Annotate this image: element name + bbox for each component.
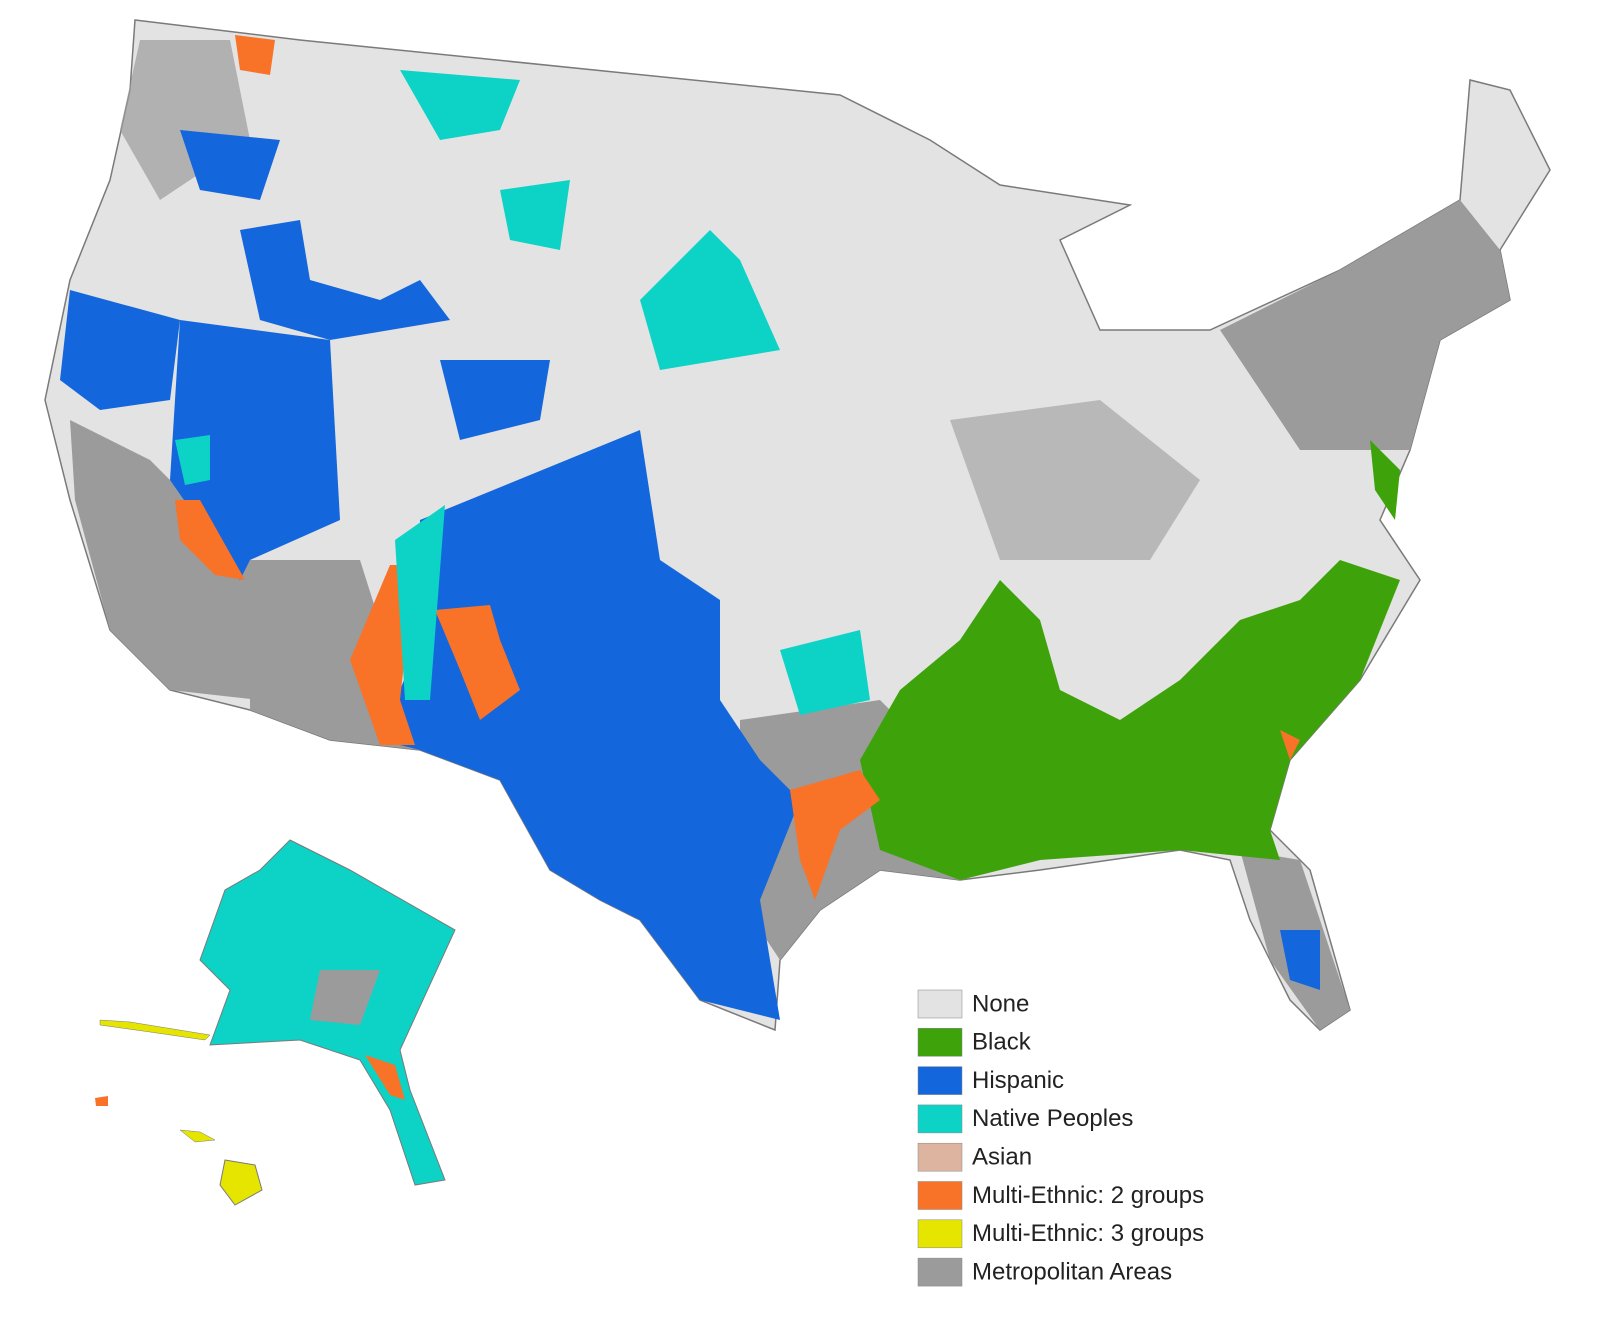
- native-wyoming: [500, 180, 570, 250]
- multi2-washington: [235, 35, 275, 75]
- multi2-carolina: [1280, 730, 1300, 760]
- multi2-newmexico: [435, 605, 520, 720]
- native-dakotas: [640, 230, 780, 370]
- hispanic-nevada: [170, 320, 340, 580]
- black-regions: [860, 440, 1400, 880]
- legend-label: Multi-Ethnic: 2 groups: [972, 1182, 1204, 1209]
- black-southeast: [860, 560, 1400, 880]
- native-oklahoma: [780, 630, 870, 715]
- alaska-metro: [310, 970, 380, 1025]
- native-navajo: [395, 505, 445, 700]
- metro-northeast: [1220, 200, 1510, 450]
- legend-label: Multi-Ethnic: 3 groups: [972, 1220, 1204, 1247]
- kauai: [95, 1096, 108, 1106]
- hispanic-florida: [1280, 930, 1320, 990]
- hispanic-oregon: [60, 290, 180, 410]
- legend-swatch: [917, 1066, 963, 1095]
- hawaii-islands: [179, 1129, 216, 1143]
- legend-swatch: [917, 1028, 963, 1057]
- hispanic-idaho: [240, 220, 450, 340]
- legend: None Black Hispanic Native Peoples Asian Mult…: [917, 989, 1204, 1287]
- hispanic-regions: [60, 130, 1320, 1020]
- aleutians: [99, 1019, 211, 1041]
- native-nevada: [175, 435, 210, 485]
- hawaii: [219, 1159, 263, 1206]
- native-montana: [400, 70, 520, 140]
- legend-swatch: [917, 1181, 963, 1210]
- metro-california: [70, 420, 260, 700]
- native-regions: [175, 70, 870, 715]
- black-delmarva: [1370, 440, 1400, 520]
- alaska-orange: [365, 1055, 405, 1100]
- multi2-louisiana: [790, 770, 880, 900]
- hispanic-washington: [180, 130, 280, 200]
- legend-swatch: [917, 1104, 963, 1134]
- legend-swatch: [917, 1219, 963, 1249]
- multi2-arizona: [350, 565, 415, 745]
- legend-label: Native Peoples: [972, 1105, 1133, 1132]
- legend-label: Hispanic: [972, 1067, 1064, 1094]
- legend-label: Asian: [972, 1144, 1032, 1171]
- legend-label: Black: [972, 1029, 1032, 1056]
- metro-midwest: [950, 400, 1200, 560]
- hispanic-colorado: [440, 360, 550, 440]
- hispanic-southwest: [380, 430, 800, 1020]
- legend-swatch: [917, 1142, 963, 1172]
- multi2-regions: [175, 35, 1300, 900]
- legend-label: None: [972, 990, 1029, 1017]
- legend-swatch: [917, 989, 963, 1019]
- legend-swatch: [917, 1257, 963, 1287]
- legend-label: Metropolitan Areas: [972, 1258, 1172, 1285]
- multi2-california: [175, 500, 245, 580]
